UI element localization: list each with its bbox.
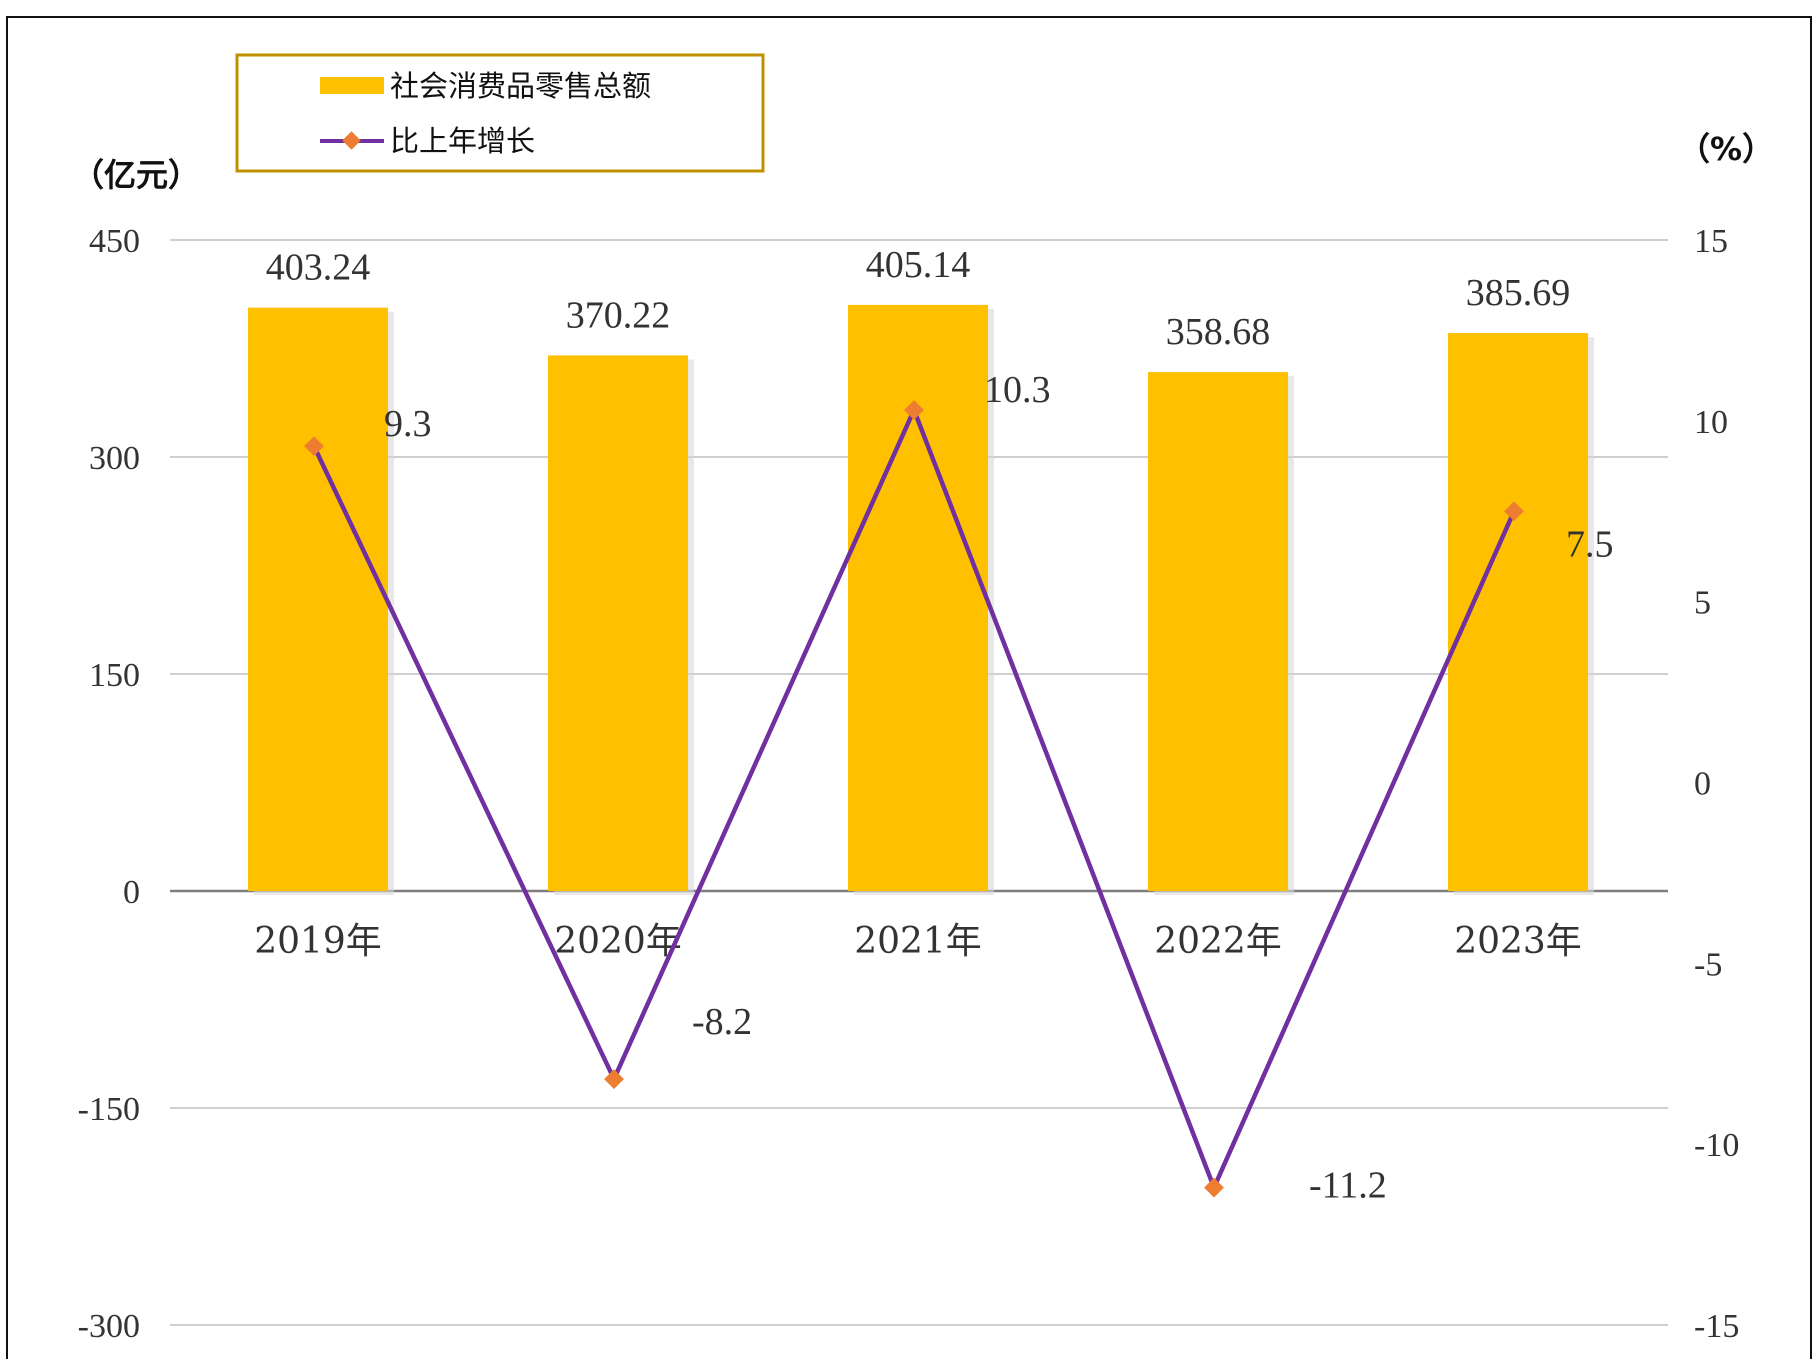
line-data-label: 9.3 — [384, 403, 432, 445]
growth-line — [304, 400, 1524, 1198]
left-axis-unit: （亿元） — [72, 156, 200, 194]
right-tick-label: -5 — [1694, 946, 1722, 983]
legend-bar-label: 社会消费品零售总额 — [390, 69, 651, 103]
right-axis-unit: （%） — [1678, 130, 1774, 168]
line-data-label: -11.2 — [1309, 1165, 1387, 1207]
right-tick-label: 0 — [1694, 766, 1711, 803]
category-labels: 2019年 2020年 2021年 2022年 2023年 — [254, 921, 1582, 962]
line-data-label: 7.5 — [1566, 523, 1614, 565]
line-data-labels: 9.3 -8.2 10.3 -11.2 7.5 — [384, 369, 1614, 1207]
legend-line-label: 比上年增长 — [390, 124, 535, 158]
bar — [848, 304, 988, 891]
bar-data-label: 405.14 — [866, 244, 971, 286]
line-point — [304, 436, 324, 457]
bar — [548, 355, 688, 892]
bar-data-label: 403.24 — [266, 247, 371, 289]
chart-frame — [6, 16, 1812, 1359]
category-label: 2021年 — [854, 921, 982, 962]
category-label: 2022年 — [1154, 921, 1282, 962]
bar-data-label: 358.68 — [1166, 311, 1271, 353]
legend-line-marker — [342, 131, 361, 150]
right-tick-label: -10 — [1694, 1127, 1739, 1164]
line-point — [904, 400, 924, 420]
legend-box — [235, 53, 765, 173]
category-label: 2020年 — [554, 921, 682, 962]
category-label: 2019年 — [254, 921, 382, 962]
left-tick-label: -150 — [78, 1091, 140, 1128]
right-tick-label: 5 — [1694, 585, 1711, 622]
line-point — [604, 1069, 624, 1089]
legend: 社会消费品零售总额 比上年增长 — [235, 53, 765, 173]
left-tick-label: 300 — [89, 440, 140, 477]
bar-data-label: 370.22 — [566, 294, 671, 336]
line-point — [1204, 1177, 1224, 1198]
bar-data-label: 385.69 — [1466, 272, 1571, 314]
left-tick-label: 150 — [89, 657, 140, 694]
left-tick-label: -300 — [78, 1308, 140, 1345]
legend-bar-swatch — [320, 77, 384, 94]
left-tick-label: 450 — [89, 223, 140, 260]
category-label: 2023年 — [1454, 921, 1582, 962]
left-tick-label: 0 — [123, 874, 140, 911]
right-tick-label: -15 — [1694, 1308, 1739, 1345]
line-data-label: 10.3 — [984, 369, 1051, 411]
bar — [248, 307, 388, 891]
right-tick-label: 15 — [1694, 223, 1728, 260]
line-data-label: -8.2 — [692, 1001, 752, 1043]
axis-ticks: -300 -150 0 150 300 450 -15 -10 -5 0 5 10 15 — [78, 223, 1740, 1345]
line-point — [1504, 501, 1524, 522]
bar-data-labels: 403.24 370.22 405.14 358.68 385.69 — [266, 244, 1571, 353]
right-tick-label: 10 — [1694, 404, 1728, 441]
bars — [248, 304, 1594, 896]
bar — [1148, 372, 1288, 891]
